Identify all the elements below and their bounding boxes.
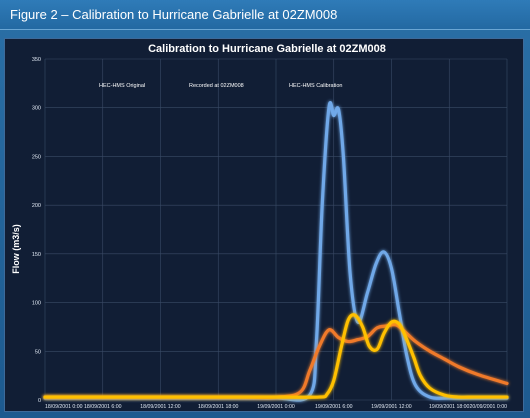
chart-title: Calibration to Hurricane Gabrielle at 02…	[148, 43, 386, 55]
y-tick-label-3: 150	[32, 252, 41, 258]
y-tick-label-0: 0	[38, 398, 41, 404]
legend-label-2: HEC-HMS Calibration	[289, 83, 343, 89]
x-tick-label-6: 19/09/2001 12:00	[371, 404, 412, 410]
series-line-0	[43, 100, 509, 402]
y-tick-label-7: 350	[32, 57, 41, 63]
flow-chart: Calibration to Hurricane Gabrielle at 02…	[11, 43, 509, 410]
x-tick-label-7: 19/09/2001 18:00	[429, 404, 470, 410]
x-tick-label-8: 20/09/2001 0:00	[469, 404, 507, 410]
x-tick-label-0: 18/09/2001 0:00	[45, 404, 83, 410]
legend-label-1: Recorded at 02ZM008	[189, 83, 244, 89]
y-axis-ticks: 0 50 100 150 200 250 300 350	[32, 57, 41, 404]
x-tick-label-4: 19/09/2001 0:00	[257, 404, 295, 410]
legend: HEC-HMS Original Recorded at 02ZM008 HEC-H…	[79, 83, 343, 89]
grid	[44, 58, 508, 401]
y-tick-label-6: 300	[32, 106, 41, 112]
y-tick-label-4: 200	[32, 203, 41, 209]
y-axis-label: Flow (m3/s)	[11, 224, 21, 274]
x-tick-label-3: 18/09/2001 18:00	[198, 404, 239, 410]
x-tick-label-5: 19/09/2001 6:00	[315, 404, 353, 410]
y-tick-label-2: 100	[32, 301, 41, 307]
series-line-2	[43, 313, 509, 399]
series-lines	[43, 100, 509, 402]
y-tick-label-1: 50	[35, 349, 41, 355]
legend-label-0: HEC-HMS Original	[99, 83, 145, 89]
x-axis-ticks: 18/09/2001 0:00 18/09/2001 6:00 18/09/2001…	[45, 404, 507, 410]
x-tick-label-1: 18/09/2001 6:00	[84, 404, 122, 410]
plot-panel: Calibration to Hurricane Gabrielle at 02…	[4, 38, 524, 412]
x-tick-label-2: 18/09/2001 12:00	[140, 404, 181, 410]
figure-caption: Figure 2 – Calibration to Hurricane Gabr…	[0, 0, 530, 30]
y-tick-label-5: 250	[32, 154, 41, 160]
